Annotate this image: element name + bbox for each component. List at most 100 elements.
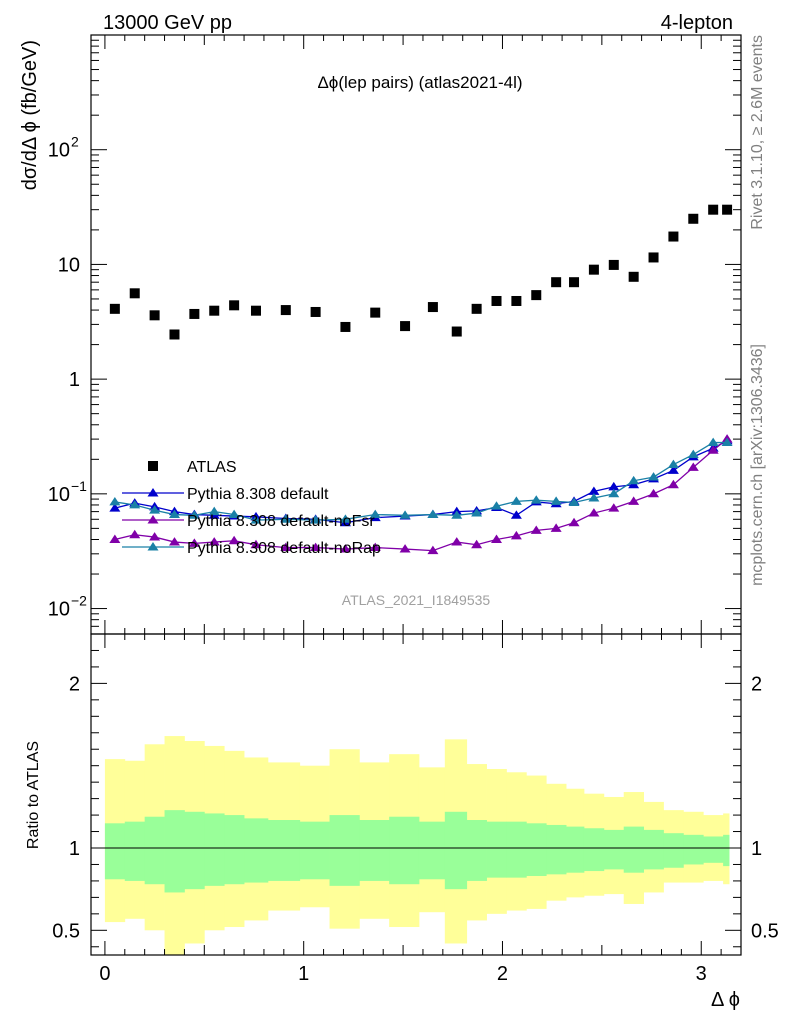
atlas-data-point bbox=[427, 302, 438, 313]
series-marker-3 bbox=[168, 509, 180, 519]
main-plot-title: Δϕ(lep pairs) (atlas2021-4l) bbox=[317, 73, 522, 92]
x-axis-label: Δ ϕ bbox=[711, 989, 740, 1011]
ratio-uncertainty-bands bbox=[104, 736, 730, 955]
x-tick-label: 1 bbox=[298, 963, 309, 985]
atlas-data-point bbox=[189, 308, 200, 319]
atlas-data-point bbox=[551, 277, 562, 288]
series-marker-2 bbox=[228, 535, 240, 545]
series-marker-3 bbox=[228, 509, 240, 519]
series-marker-3 bbox=[369, 509, 381, 519]
series-marker-2 bbox=[707, 445, 719, 454]
y-tick-exponent: −2 bbox=[71, 593, 87, 609]
legend-label-1: Pythia 8.308 default bbox=[187, 486, 329, 503]
legend-label-3: Pythia 8.308 default-noRap bbox=[187, 540, 381, 557]
atlas-data-point bbox=[491, 295, 502, 306]
ratio-band-1-bin bbox=[683, 834, 704, 865]
legend-marker-2 bbox=[147, 515, 159, 524]
series-marker-1 bbox=[608, 481, 620, 491]
x-tick-label: 2 bbox=[497, 963, 508, 985]
series-marker-2 bbox=[208, 537, 220, 546]
y-tick-label: 10 bbox=[48, 140, 70, 162]
atlas-data-point bbox=[608, 259, 619, 270]
legend: ATLAS Pythia 8.308 default Pythia 8.308 de… bbox=[122, 459, 381, 557]
atlas-data-point bbox=[229, 300, 240, 311]
atlas-data-point bbox=[129, 288, 140, 299]
ratio-y-axis-label: Ratio to ATLAS bbox=[25, 741, 42, 849]
series-marker-3 bbox=[129, 500, 141, 509]
ratio-band-1-bin bbox=[389, 816, 420, 885]
series-marker-3 bbox=[310, 515, 322, 524]
main-data-series bbox=[109, 204, 733, 555]
series-marker-2 bbox=[280, 542, 292, 552]
ratio-band-1-bin bbox=[418, 821, 446, 880]
ratio-band-1-bin bbox=[623, 826, 644, 873]
series-marker-1 bbox=[588, 486, 600, 495]
x-tick-label: 0 bbox=[99, 963, 110, 985]
ratio-y-tick-label-right: 2 bbox=[751, 673, 762, 695]
series-marker-3 bbox=[707, 437, 719, 447]
legend-marker-atlas bbox=[148, 461, 158, 471]
atlas-data-point bbox=[250, 305, 261, 316]
ratio-band-1-bin bbox=[506, 821, 527, 878]
series-marker-3 bbox=[491, 501, 503, 510]
atlas-data-point bbox=[668, 231, 679, 242]
atlas-data-point bbox=[451, 326, 462, 337]
legend-label-0: ATLAS bbox=[187, 459, 237, 476]
ratio-band-1-bin bbox=[486, 821, 507, 878]
header-energy-label: 13000 GeV pp bbox=[103, 12, 232, 34]
y-tick-label: 10 bbox=[58, 254, 80, 276]
series-marker-2 bbox=[510, 530, 522, 540]
ratio-band-1-bin bbox=[643, 829, 664, 870]
ratio-band-1-bin bbox=[204, 813, 225, 886]
ratio-band-1-bin bbox=[184, 811, 205, 890]
series-marker-2 bbox=[588, 508, 600, 517]
atlas-data-point bbox=[280, 305, 291, 316]
legend-marker-1 bbox=[147, 488, 159, 497]
main-y-axis-label: dσ/dΔ ϕ (fb/GeV) bbox=[19, 40, 41, 190]
series-marker-3 bbox=[250, 515, 262, 524]
ratio-band-1-bin bbox=[359, 820, 390, 881]
atlas-data-point bbox=[400, 321, 411, 332]
header-channel-label: 4-lepton bbox=[661, 12, 733, 34]
ratio-band-1-bin bbox=[603, 829, 625, 870]
series-marker-2 bbox=[530, 525, 542, 534]
atlas-data-point bbox=[588, 264, 599, 275]
series-marker-2 bbox=[369, 542, 381, 552]
ratio-band-1-bin bbox=[164, 810, 185, 893]
series-marker-3 bbox=[667, 459, 679, 469]
y-tick-exponent: −1 bbox=[71, 478, 87, 494]
ratio-y-tick-label-right: 0.5 bbox=[751, 920, 779, 942]
atlas-data-point bbox=[569, 277, 580, 288]
series-marker-3 bbox=[471, 508, 483, 517]
x-tick-label: 3 bbox=[696, 963, 707, 985]
series-marker-3 bbox=[568, 497, 580, 506]
series-marker-3 bbox=[530, 495, 542, 504]
ratio-y-tick-label-left: 2 bbox=[69, 673, 80, 695]
series-marker-3 bbox=[427, 509, 439, 519]
series-marker-2 bbox=[451, 537, 463, 546]
atlas-data-point bbox=[708, 204, 719, 215]
series-marker-3 bbox=[608, 488, 620, 498]
series-marker-3 bbox=[721, 437, 733, 447]
series-marker-3 bbox=[648, 472, 660, 481]
series-marker-1 bbox=[667, 465, 679, 474]
atlas-data-point bbox=[471, 303, 482, 314]
ratio-y-tick-label-left: 1 bbox=[69, 838, 80, 860]
series-marker-2 bbox=[168, 537, 180, 546]
series-marker-3 bbox=[208, 506, 220, 516]
ratio-band-1-bin bbox=[124, 821, 146, 881]
atlas-data-point bbox=[149, 310, 160, 321]
ratio-band-1-bin bbox=[723, 834, 730, 867]
y-tick-label: 1 bbox=[69, 369, 80, 391]
y-tick-exponent: 2 bbox=[71, 134, 79, 150]
ratio-band-1-bin bbox=[267, 820, 301, 881]
atlas-data-point bbox=[109, 303, 120, 314]
series-marker-3 bbox=[510, 496, 522, 505]
ratio-band-1-bin bbox=[526, 823, 547, 876]
ratio-band-1-bin bbox=[703, 836, 724, 863]
series-marker-2 bbox=[667, 479, 679, 489]
series-marker-1 bbox=[109, 503, 121, 512]
ratio-band-1-bin bbox=[663, 833, 684, 868]
series-marker-2 bbox=[550, 523, 562, 532]
